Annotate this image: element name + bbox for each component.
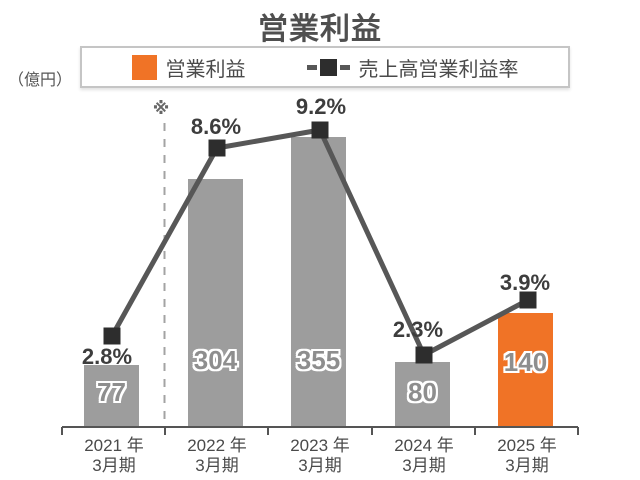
bar-series-legend-label: 営業利益 [165, 58, 246, 81]
bar-2024: 80 [395, 362, 450, 427]
bar-2022: 304 [188, 179, 243, 427]
line-marker-2022 [208, 139, 226, 157]
y-axis-unit-label: （億円） [8, 72, 73, 89]
chart-title: 営業利益 [258, 13, 382, 46]
bar-value-2022: 304 [193, 345, 238, 375]
bar-series-swatch-icon [131, 54, 157, 80]
pct-label-2022: 8.6% [190, 114, 242, 139]
line-marker-2021 [103, 327, 121, 345]
footnote-asterisk-mark: ※ [152, 99, 170, 118]
bar-2021: 77 [84, 365, 139, 427]
line-series-marker-icon [306, 58, 350, 76]
bar-value-2023: 355 [296, 345, 341, 375]
line-marker-2024 [415, 346, 433, 364]
bar-2023: 355 [291, 137, 346, 427]
legend: 営業利益 売上高営業利益率 [80, 46, 570, 88]
x-tick-label-2021: 2021 年 3月期 [84, 436, 144, 475]
pct-label-2021: 2.8% [81, 344, 133, 369]
bar-2025: 140 [498, 313, 553, 427]
bar-value-2021: 77 [97, 377, 126, 407]
x-tick-label-2024: 2024 年 3月期 [394, 436, 454, 475]
x-tick-label-2025: 2025 年 3月期 [497, 436, 557, 475]
x-tick-label-2022: 2022 年 3月期 [187, 436, 247, 475]
line-marker-2023 [311, 121, 329, 139]
line-series-legend-label: 売上高営業利益率 [358, 58, 519, 81]
x-tick-label-2023: 2023 年 3月期 [290, 436, 350, 475]
x-axis-line [62, 426, 578, 428]
bar-value-2025: 140 [503, 347, 548, 377]
pct-label-2025: 3.9% [499, 270, 551, 295]
pct-label-2024: 2.3% [392, 317, 444, 342]
pct-label-2023: 9.2% [295, 94, 347, 119]
bar-value-2024: 80 [408, 377, 437, 407]
